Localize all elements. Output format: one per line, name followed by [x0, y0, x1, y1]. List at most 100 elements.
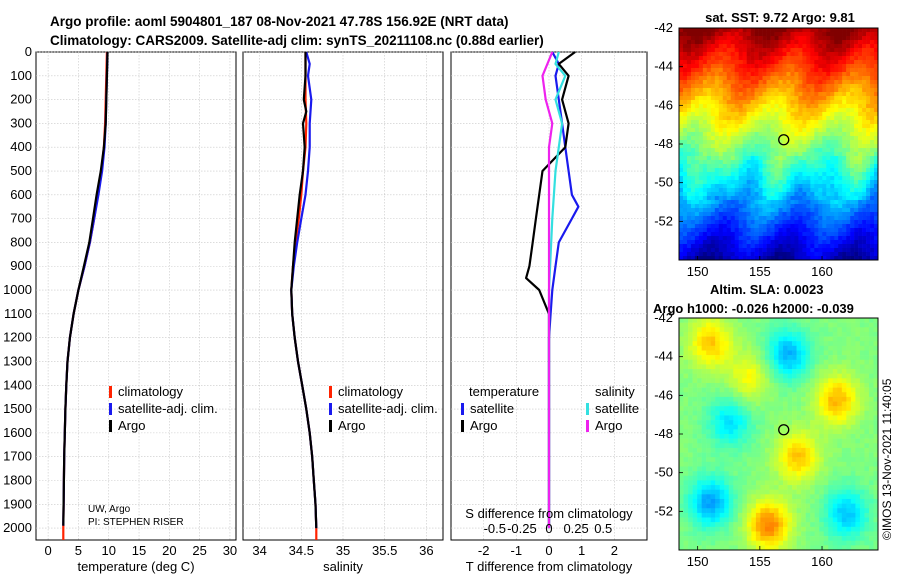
- sst-cell: [870, 216, 875, 221]
- sla-cell: [796, 392, 802, 398]
- sst-cell: [679, 60, 684, 65]
- sst-cell: [766, 64, 771, 69]
- sst-cell: [850, 132, 855, 137]
- sla-cell: [737, 355, 743, 361]
- sst-cell: [698, 92, 704, 97]
- sla-cell: [796, 461, 802, 467]
- sst-cell: [686, 172, 692, 177]
- sla-cell: [783, 336, 788, 342]
- sst-cell: [738, 248, 743, 253]
- sst-cell: [806, 204, 811, 209]
- sla-cell: [873, 475, 879, 481]
- sla-cell: [796, 382, 802, 388]
- legend-swatch-argo: [109, 420, 112, 432]
- sst-cell: [754, 48, 759, 53]
- sst-cell: [786, 184, 791, 189]
- sst-cell: [682, 248, 688, 253]
- sla-cell: [683, 392, 689, 398]
- sst-cell: [814, 100, 819, 105]
- sla-cell: [692, 447, 698, 453]
- sla-cell: [719, 475, 725, 481]
- sst-cell: [754, 172, 759, 177]
- sst-cell: [854, 176, 859, 181]
- sla-cell: [769, 452, 775, 458]
- sla-cell: [855, 401, 861, 407]
- sla-cell: [764, 336, 770, 342]
- sla-cell: [823, 406, 829, 412]
- sla-cell: [751, 471, 757, 477]
- sst-cell: [834, 52, 839, 57]
- sla-cell: [733, 341, 739, 347]
- sla-cell: [810, 420, 815, 426]
- sla-cell: [787, 322, 793, 328]
- sla-cell: [873, 355, 879, 361]
- sst-cell: [734, 120, 739, 125]
- sst-cell: [818, 84, 823, 89]
- sst-cell: [706, 28, 712, 33]
- sla-cell: [864, 406, 870, 412]
- sst-cell: [810, 152, 815, 157]
- sla-cell: [868, 318, 874, 323]
- sla-cell: [855, 406, 861, 412]
- sst-cell: [826, 128, 831, 133]
- sst-cell: [766, 72, 771, 77]
- sst-cell: [746, 32, 751, 37]
- sst-cell: [838, 232, 843, 237]
- sla-cell: [760, 466, 766, 472]
- sla-cell: [701, 401, 707, 407]
- sst-cell: [798, 56, 803, 61]
- sla-cell: [796, 318, 802, 323]
- sst-cell: [694, 184, 700, 189]
- sla-cell: [760, 406, 766, 412]
- sst-cell: [838, 140, 843, 145]
- sla-cell: [837, 336, 843, 342]
- sla-cell: [706, 373, 711, 379]
- sla-cell: [814, 498, 820, 504]
- sla-cell: [873, 420, 879, 426]
- sla-cell: [751, 392, 757, 398]
- sla-cell: [773, 355, 779, 361]
- sla-cell: [864, 452, 870, 458]
- sla-cell: [783, 420, 788, 426]
- sst-cell: [682, 228, 688, 233]
- sst-cell: [746, 168, 751, 173]
- sst-cell: [738, 96, 743, 101]
- sla-cell: [864, 350, 870, 356]
- sla-cell: [728, 498, 734, 504]
- sst-cell: [758, 52, 763, 57]
- sst-cell: [690, 116, 696, 121]
- sla-cell: [796, 369, 802, 374]
- sst-cell: [730, 128, 736, 133]
- sla-cell: [688, 401, 693, 407]
- sst-cell: [698, 164, 704, 169]
- sst-cell: [706, 80, 712, 85]
- sst-cell: [698, 204, 704, 209]
- sst-cell: [738, 192, 743, 197]
- sst-cell: [706, 64, 712, 69]
- sst-cell: [790, 44, 795, 49]
- sla-cell: [855, 396, 861, 402]
- sst-cell: [694, 136, 700, 141]
- sst-cell: [874, 28, 879, 33]
- sst-cell: [682, 72, 688, 77]
- sst-cell: [762, 108, 767, 113]
- sst-cell: [742, 140, 747, 145]
- sst-cell: [786, 80, 791, 85]
- sst-cell: [718, 188, 724, 193]
- sst-cell: [838, 240, 843, 245]
- sla-cell: [801, 457, 806, 463]
- sla-cell: [855, 382, 861, 388]
- sst-cell: [826, 44, 831, 49]
- sst-cell: [790, 164, 795, 169]
- sla-cell: [814, 429, 820, 435]
- sla-cell: [733, 512, 739, 518]
- sst-cell: [810, 156, 815, 161]
- sst-cell: [714, 172, 720, 177]
- sla-cell: [846, 485, 852, 490]
- sst-cell: [806, 44, 811, 49]
- sst-cell: [714, 136, 720, 141]
- sla-cell: [724, 318, 730, 323]
- sst-cell: [846, 196, 851, 201]
- sst-cell: [718, 60, 724, 65]
- sst-cell: [782, 160, 787, 165]
